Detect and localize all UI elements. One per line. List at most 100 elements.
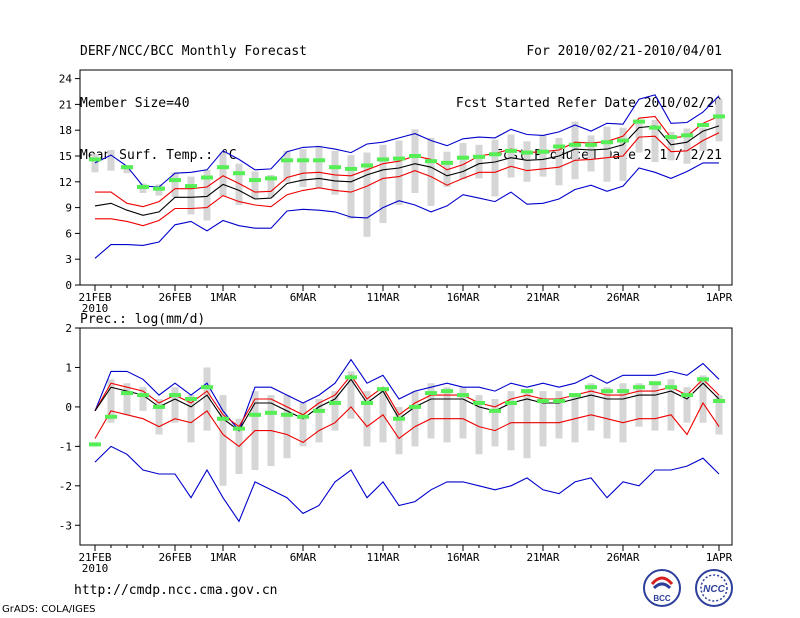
- series-line-lower: [94, 401, 720, 448]
- member-size: Member Size=40: [80, 96, 190, 111]
- spread-box: [91, 154, 99, 173]
- spread-box: [363, 391, 371, 447]
- spread-box: [491, 139, 499, 197]
- median-marker: [169, 393, 181, 398]
- source-url[interactable]: http://cmdp.ncc.cma.gov.cn: [74, 583, 278, 598]
- median-marker: [457, 393, 469, 398]
- spread-box: [523, 391, 531, 459]
- median-marker: [585, 142, 597, 147]
- median-marker: [233, 426, 245, 431]
- spread-box: [699, 127, 707, 151]
- spread-box: [443, 387, 451, 443]
- median-marker: [377, 157, 389, 162]
- spread-box: [299, 149, 307, 187]
- median-marker: [425, 391, 437, 396]
- spread-box: [283, 150, 291, 182]
- median-marker: [697, 377, 709, 382]
- median-marker: [665, 385, 677, 390]
- spread-box: [395, 406, 403, 455]
- precip-variable-label: Prec.: log(mm/d): [80, 312, 205, 327]
- median-marker: [409, 154, 421, 158]
- median-marker: [473, 400, 485, 405]
- y-tick-label: 15: [59, 150, 72, 163]
- series-line-lower: [95, 132, 720, 227]
- spread-box: [683, 128, 691, 164]
- median-marker: [201, 175, 213, 180]
- spread-box: [347, 155, 355, 219]
- spread-box: [539, 135, 547, 177]
- median-marker: [489, 152, 501, 157]
- spread-box: [427, 383, 435, 439]
- series-line-max: [94, 94, 720, 188]
- spread-box: [667, 131, 675, 161]
- spread-box: [187, 176, 195, 215]
- y-tick-label: 0: [65, 401, 72, 414]
- median-marker: [169, 178, 181, 183]
- started-refer-date: Fcst Started Refer Date 2010/02/20: [455, 96, 722, 111]
- median-marker: [201, 385, 213, 390]
- x-tick-label: 1MAR: [210, 551, 237, 564]
- median-marker: [217, 416, 229, 421]
- spread-box: [715, 395, 723, 435]
- spread-box: [555, 391, 563, 439]
- median-marker: [297, 414, 309, 419]
- spread-box: [331, 391, 339, 431]
- median-marker: [681, 393, 693, 398]
- median-marker: [505, 148, 517, 153]
- median-marker: [313, 158, 325, 163]
- median-marker: [601, 389, 613, 394]
- median-marker: [345, 375, 357, 380]
- series-line-mean: [94, 378, 720, 432]
- spread-box: [603, 126, 611, 182]
- spread-box: [379, 144, 387, 224]
- x-tick-label: 6MAR: [290, 291, 317, 304]
- spread-box: [171, 387, 179, 423]
- precipitation-panel: -3 -2 -1 0 1 2 21FEB 26FEB 1MAR 6MAR 11MAR 16MAR 21M…: [59, 312, 733, 575]
- spread-box: [331, 150, 339, 195]
- median-marker: [681, 133, 693, 138]
- spread-box: [315, 399, 323, 443]
- median-marker: [361, 400, 373, 405]
- chart-title: DERF/NCC/BCC Monthly Forecast: [80, 44, 307, 59]
- median-marker: [185, 184, 197, 189]
- median-marker: [233, 171, 245, 176]
- spread-box: [523, 141, 531, 182]
- spread-box: [475, 395, 483, 455]
- y-tick-label: -3: [59, 519, 72, 532]
- median-marker: [473, 154, 485, 159]
- y-tick-label: -1: [59, 440, 72, 453]
- x-tick-label: 21FEB: [78, 291, 111, 304]
- y-tick-label: 18: [59, 124, 72, 137]
- spread-box: [411, 129, 419, 193]
- x-tick-label: 16MAR: [446, 291, 479, 304]
- spread-box: [699, 375, 707, 423]
- spread-box: [267, 174, 275, 198]
- spread-box: [219, 152, 227, 197]
- spread-box: [555, 137, 563, 186]
- median-marker: [665, 135, 677, 140]
- spread-box: [139, 387, 147, 411]
- median-marker: [153, 186, 165, 191]
- median-marker: [249, 412, 261, 417]
- spread-box: [155, 399, 163, 435]
- spread-box: [427, 137, 435, 206]
- series-line-min: [94, 445, 720, 523]
- spread-box: [395, 140, 403, 206]
- median-marker: [553, 144, 565, 149]
- spread-box: [651, 383, 659, 431]
- series-line-mean: [94, 125, 720, 216]
- x-tick-label: 26MAR: [606, 291, 639, 304]
- median-marker: [569, 142, 581, 147]
- median-marker: [569, 393, 581, 398]
- median-marker: [121, 391, 133, 396]
- median-marker: [249, 178, 261, 183]
- median-marker: [409, 404, 421, 409]
- median-marker: [633, 119, 645, 124]
- y-tick-label: 0: [65, 279, 72, 292]
- series-line-min: [94, 162, 719, 259]
- median-marker: [393, 156, 405, 161]
- spread-box: [123, 165, 131, 174]
- ncc-logo-icon: NCC: [695, 569, 733, 607]
- median-marker: [265, 176, 277, 181]
- series-line-upper: [95, 115, 720, 208]
